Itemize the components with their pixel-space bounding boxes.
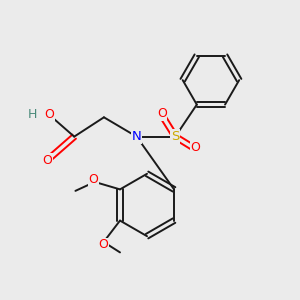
Text: O: O — [157, 107, 167, 120]
Text: O: O — [88, 173, 98, 186]
Text: O: O — [44, 108, 54, 121]
Text: O: O — [43, 154, 52, 167]
Text: O: O — [190, 141, 200, 154]
Text: N: N — [132, 130, 142, 143]
Text: O: O — [99, 238, 109, 251]
Text: S: S — [171, 130, 179, 143]
Text: H: H — [27, 108, 37, 121]
